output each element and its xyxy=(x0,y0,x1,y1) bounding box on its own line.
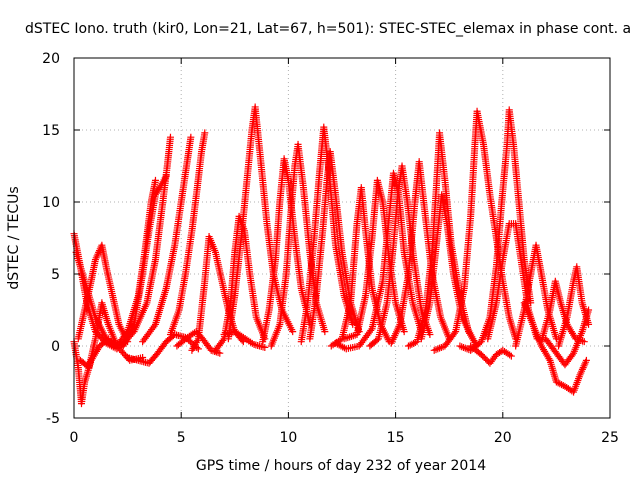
y-tick-label: 0 xyxy=(51,339,60,355)
data-point xyxy=(219,336,227,344)
x-tick-label: 5 xyxy=(177,430,186,446)
data-track xyxy=(297,123,357,346)
y-axis-label: dSTEC / TECUs xyxy=(6,186,22,289)
y-tick-label: 10 xyxy=(42,195,60,211)
data-point xyxy=(151,176,159,184)
y-tick-label: -5 xyxy=(46,411,60,427)
x-tick-label: 25 xyxy=(601,430,619,446)
data-track xyxy=(467,342,515,367)
chart-title: dSTEC Iono. truth (kir0, Lon=21, Lat=67,… xyxy=(25,21,631,37)
data-point xyxy=(201,129,209,137)
data-track xyxy=(220,328,269,351)
data-track xyxy=(117,133,174,350)
y-tick-label: 5 xyxy=(51,267,60,283)
data-track xyxy=(74,241,132,346)
x-tick-label: 0 xyxy=(70,430,79,446)
data-point xyxy=(261,343,269,351)
data-point xyxy=(150,322,158,330)
data-point xyxy=(289,328,297,336)
data-point xyxy=(238,332,246,340)
data-track xyxy=(166,129,209,338)
x-tick-label: 15 xyxy=(387,430,405,446)
data-points xyxy=(70,103,593,408)
y-tick-label: 15 xyxy=(42,123,60,139)
data-point xyxy=(187,133,195,141)
data-track xyxy=(124,330,202,367)
data-point xyxy=(216,349,224,357)
data-point xyxy=(129,329,137,337)
axis-ticks: 0 5 10 15 20 25 -5 0 5 10 15 20 xyxy=(42,51,619,446)
x-axis-label: GPS time / hours of day 232 of year 2014 xyxy=(196,458,486,474)
x-tick-label: 10 xyxy=(279,430,297,446)
y-tick-label: 20 xyxy=(42,51,60,67)
data-track xyxy=(139,133,195,346)
data-point xyxy=(166,133,174,141)
x-tick-label: 20 xyxy=(494,430,512,446)
